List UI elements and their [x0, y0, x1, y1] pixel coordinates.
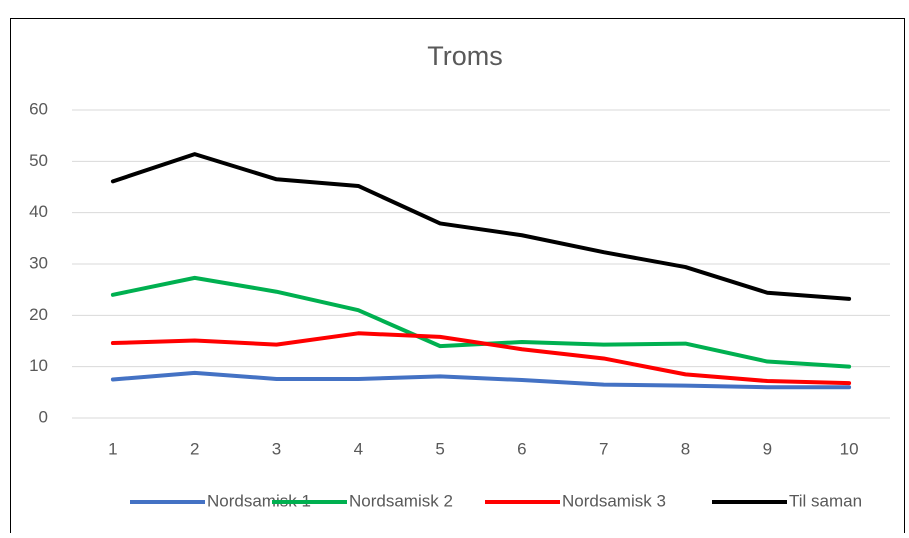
y-tick-label: 60: [29, 99, 48, 118]
series-line: [110, 331, 852, 386]
legend-label: Nordsamisk 2: [349, 491, 453, 510]
series-line: [110, 370, 852, 390]
x-tick-label: 3: [272, 439, 281, 458]
y-tick-label: 30: [29, 253, 48, 272]
legend-label: Nordsamisk 1: [207, 491, 311, 510]
x-tick-label: 5: [435, 439, 444, 458]
chart-border: [10, 18, 905, 533]
y-tick-label: 40: [29, 202, 48, 221]
x-tick-label: 9: [763, 439, 772, 458]
x-tick-label: 4: [354, 439, 363, 458]
x-tick-label: 2: [190, 439, 199, 458]
legend-label: Til saman: [789, 491, 862, 510]
y-tick-label: 10: [29, 356, 48, 375]
series-line: [110, 152, 852, 301]
x-tick-label: 7: [599, 439, 608, 458]
x-tick-label: 1: [108, 439, 117, 458]
chart-title: Troms: [427, 41, 503, 71]
legend-label: Nordsamisk 3: [562, 491, 666, 510]
y-tick-label: 20: [29, 305, 48, 324]
y-tick-label: 0: [39, 407, 48, 426]
x-tick-label: 10: [840, 439, 859, 458]
y-tick-label: 50: [29, 151, 48, 170]
x-tick-label: 6: [517, 439, 526, 458]
x-tick-label: 8: [681, 439, 690, 458]
series-line: [110, 275, 852, 369]
